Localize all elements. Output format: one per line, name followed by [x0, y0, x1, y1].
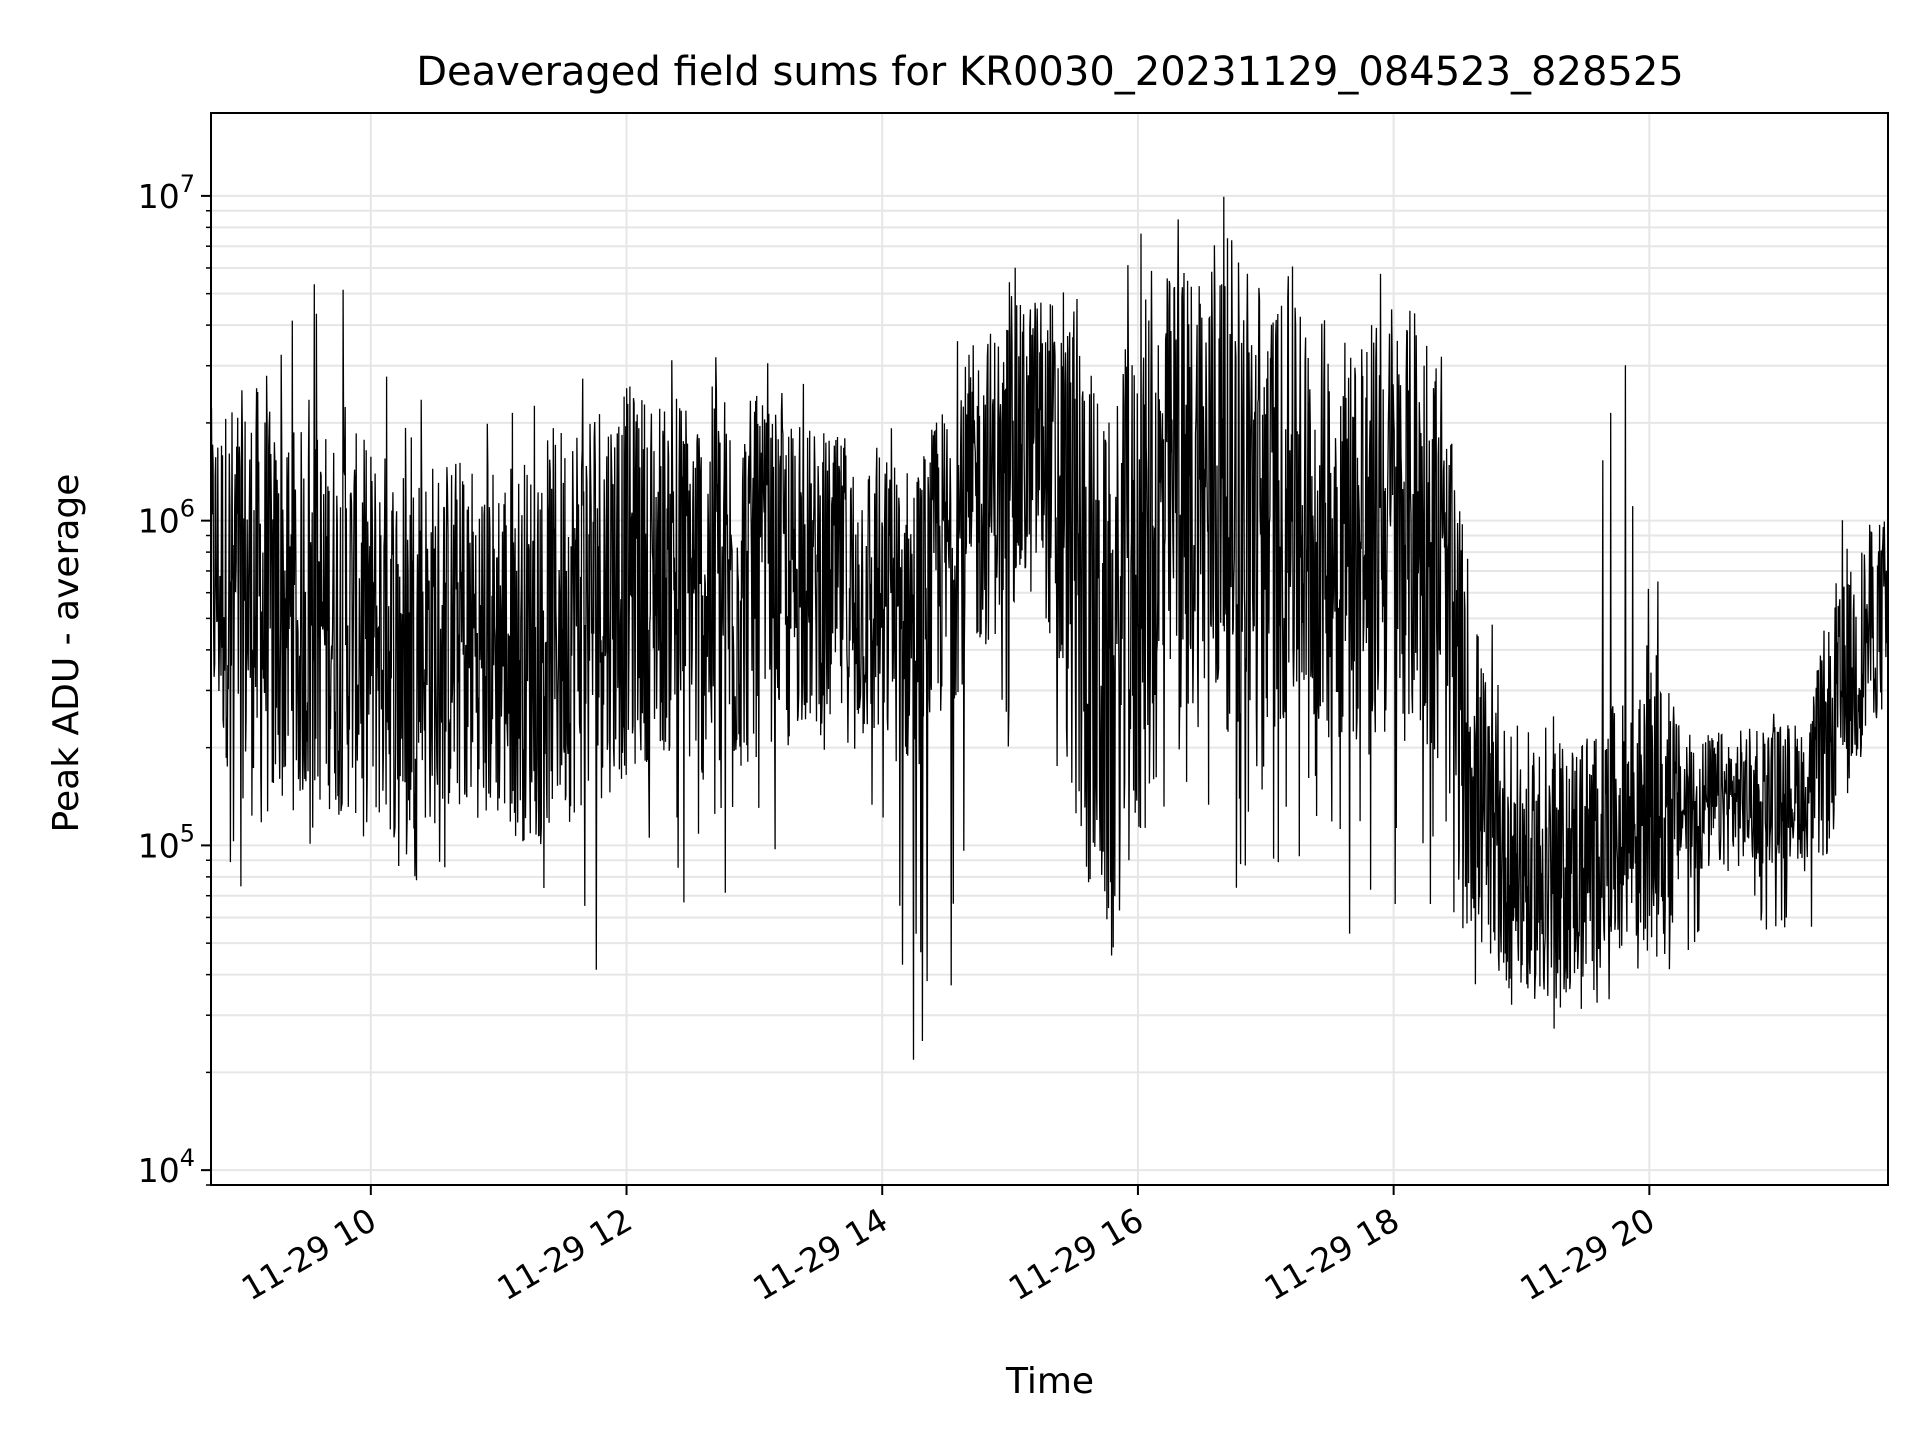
- x-tick-label: 11-29 10: [235, 1200, 383, 1308]
- chart-title: Deaveraged field sums for KR0030_2023112…: [416, 49, 1684, 95]
- y-tick-label: 107: [138, 170, 195, 216]
- y-tick-base: 10: [138, 502, 180, 541]
- plot-area: [210, 196, 1889, 1060]
- y-tick-label: 105: [138, 819, 195, 865]
- x-axis-label: Time: [1005, 1361, 1094, 1402]
- y-axis-label: Peak ADU - average: [46, 474, 87, 833]
- x-tick-label: 11-29 16: [1002, 1200, 1150, 1308]
- y-tick-label: 104: [138, 1144, 195, 1190]
- x-tick-label: 11-29 20: [1513, 1200, 1661, 1308]
- y-tick-exponent: 7: [180, 170, 195, 198]
- y-tick-base: 10: [138, 177, 180, 216]
- x-axis-ticks: 11-29 10 11-29 12 11-29 14 11-29 16 11-29 18…: [235, 1185, 1661, 1308]
- x-tick-label: 11-29 12: [491, 1200, 639, 1308]
- y-tick-exponent: 5: [180, 819, 195, 847]
- x-tick-label: 11-29 14: [746, 1200, 894, 1308]
- y-tick-exponent: 6: [180, 495, 195, 523]
- series-line: [210, 196, 1889, 1060]
- y-tick-base: 10: [138, 826, 180, 865]
- y-tick-base: 10: [138, 1151, 180, 1190]
- x-tick-label: 11-29 18: [1258, 1200, 1406, 1308]
- y-tick-exponent: 4: [180, 1144, 195, 1172]
- y-tick-label: 106: [138, 495, 195, 541]
- plot-frame: [210, 112, 1889, 1186]
